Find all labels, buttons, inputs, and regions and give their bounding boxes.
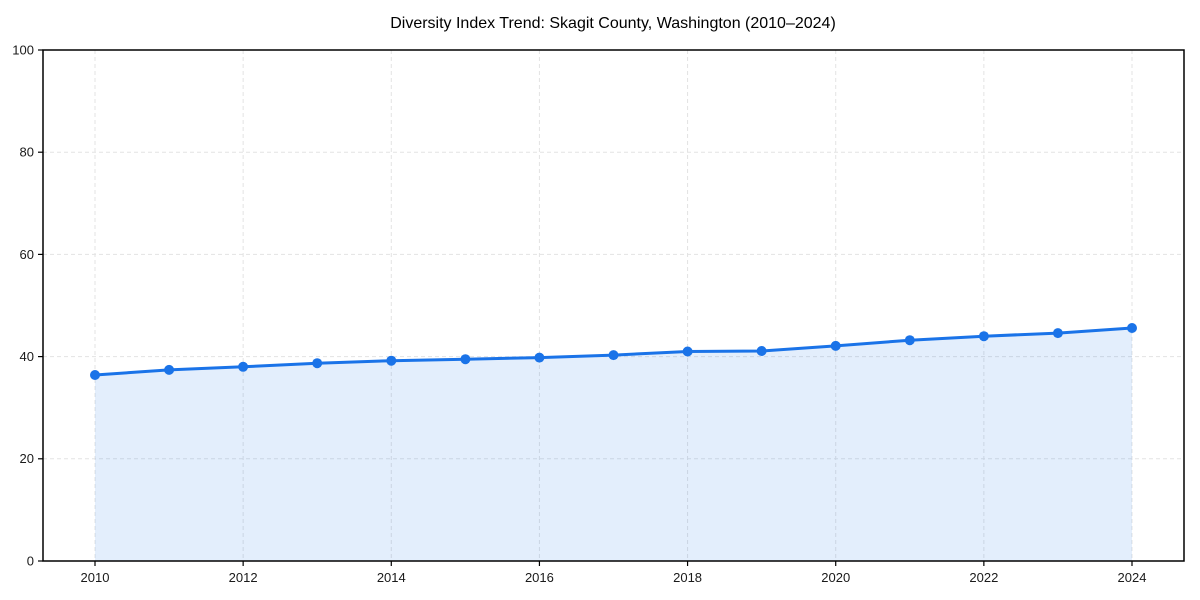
x-tick-label: 2010 [81, 570, 110, 585]
x-tick-label: 2024 [1118, 570, 1147, 585]
data-point-marker [608, 350, 619, 361]
data-point-marker [682, 346, 693, 357]
data-point-marker [90, 370, 100, 380]
data-point-marker [830, 340, 841, 351]
y-tick-label: 0 [27, 553, 34, 568]
y-tick-label: 60 [20, 247, 34, 262]
data-point-marker [312, 358, 323, 369]
x-tick-label: 2012 [229, 570, 258, 585]
ticks-layer: 0 20 40 60 80 100 2010 2012 2014 2016 2018 2020 2022… [12, 42, 1146, 585]
x-tick-label: 2014 [377, 570, 406, 585]
x-tick-label: 2018 [673, 570, 702, 585]
plot-spines [42, 49, 1185, 562]
data-point-marker [904, 335, 915, 346]
chart-title: Diversity Index Trend: Skagit County, Wa… [390, 15, 836, 32]
data-point-marker [1127, 323, 1137, 333]
data-point-marker [1052, 328, 1063, 339]
grid-layer [43, 49, 1184, 562]
y-tick-label: 20 [20, 451, 34, 466]
data-point-marker [756, 346, 767, 356]
data-point-marker [164, 364, 175, 375]
y-tick-label: 40 [20, 349, 34, 364]
data-point-marker [386, 355, 397, 366]
x-tick-label: 2022 [969, 570, 998, 585]
series-layer [90, 323, 1137, 561]
data-point-marker [238, 361, 249, 372]
y-tick-label: 80 [20, 145, 34, 160]
area-fill [95, 328, 1132, 561]
data-point-marker [460, 354, 471, 365]
data-point-marker [534, 352, 545, 363]
x-tick-label: 2020 [821, 570, 850, 585]
data-point-marker [978, 331, 989, 342]
y-tick-label: 100 [12, 42, 34, 57]
x-tick-label: 2016 [525, 570, 554, 585]
axes-layer [42, 49, 1185, 562]
